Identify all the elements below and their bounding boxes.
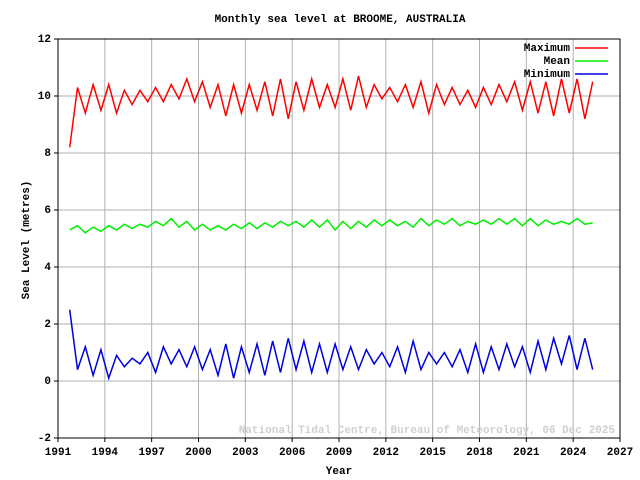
annotation: National Tidal Centre, Bureau of Meteoro…	[239, 425, 616, 437]
x-tick-label: 2009	[326, 447, 352, 459]
legend-label: Maximum	[524, 43, 571, 55]
y-tick-label: -2	[38, 433, 51, 445]
x-tick-label: 2003	[232, 447, 259, 459]
series-line	[68, 75, 594, 148]
x-tick-label: 2012	[373, 447, 399, 459]
x-tick-label: 2015	[419, 447, 446, 459]
y-tick-label: 0	[44, 376, 51, 388]
y-axis-label: Sea Level (metres)	[21, 181, 33, 300]
x-tick-label: 1991	[45, 447, 72, 459]
legend-label: Minimum	[524, 69, 571, 81]
y-tick-label: 4	[44, 262, 51, 274]
x-tick-label: 2021	[513, 447, 540, 459]
y-tick-label: 8	[44, 148, 51, 160]
x-tick-label: 1997	[138, 447, 164, 459]
plot-frame	[57, 38, 621, 439]
x-tick-label: 2006	[279, 447, 305, 459]
y-tick-label: 2	[44, 319, 51, 331]
y-tick-label: 6	[44, 205, 51, 217]
chart-title: Monthly sea level at BROOME, AUSTRALIA	[215, 14, 466, 26]
series-line	[69, 217, 593, 234]
legend-label: Mean	[544, 56, 570, 68]
x-tick-label: 2000	[185, 447, 211, 459]
x-tick-label: 2027	[607, 447, 633, 459]
x-tick-label: 2024	[560, 447, 587, 459]
series-line	[68, 309, 594, 381]
x-axis-label: Year	[326, 466, 352, 478]
x-tick-label: 2018	[466, 447, 493, 459]
x-tick-label: 1994	[92, 447, 119, 459]
y-tick-label: 10	[38, 91, 51, 103]
y-tick-label: 12	[38, 34, 51, 46]
